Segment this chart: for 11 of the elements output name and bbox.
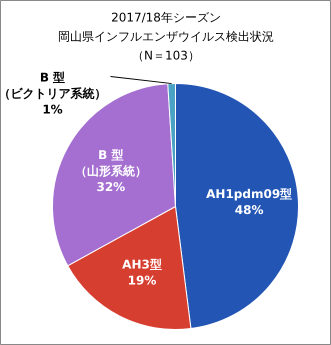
slice-label: B 型（ビクトリア系統）	[0, 70, 106, 100]
data-label: 32%	[96, 180, 126, 194]
slice-label: AH3型	[122, 257, 162, 272]
data-label: 19%	[128, 273, 156, 288]
chart-title: 2017/18年シーズン	[111, 10, 221, 24]
data-label: 1%	[42, 102, 63, 116]
slice-label: AH1pdm09型	[206, 186, 292, 201]
slice-label: B 型（山形系統）	[74, 148, 147, 178]
chart-subtitle: 岡山県インフルエンザウイルス検出状況	[58, 30, 274, 44]
text: （N＝103）	[132, 48, 200, 62]
data-label: 48%	[234, 202, 264, 217]
